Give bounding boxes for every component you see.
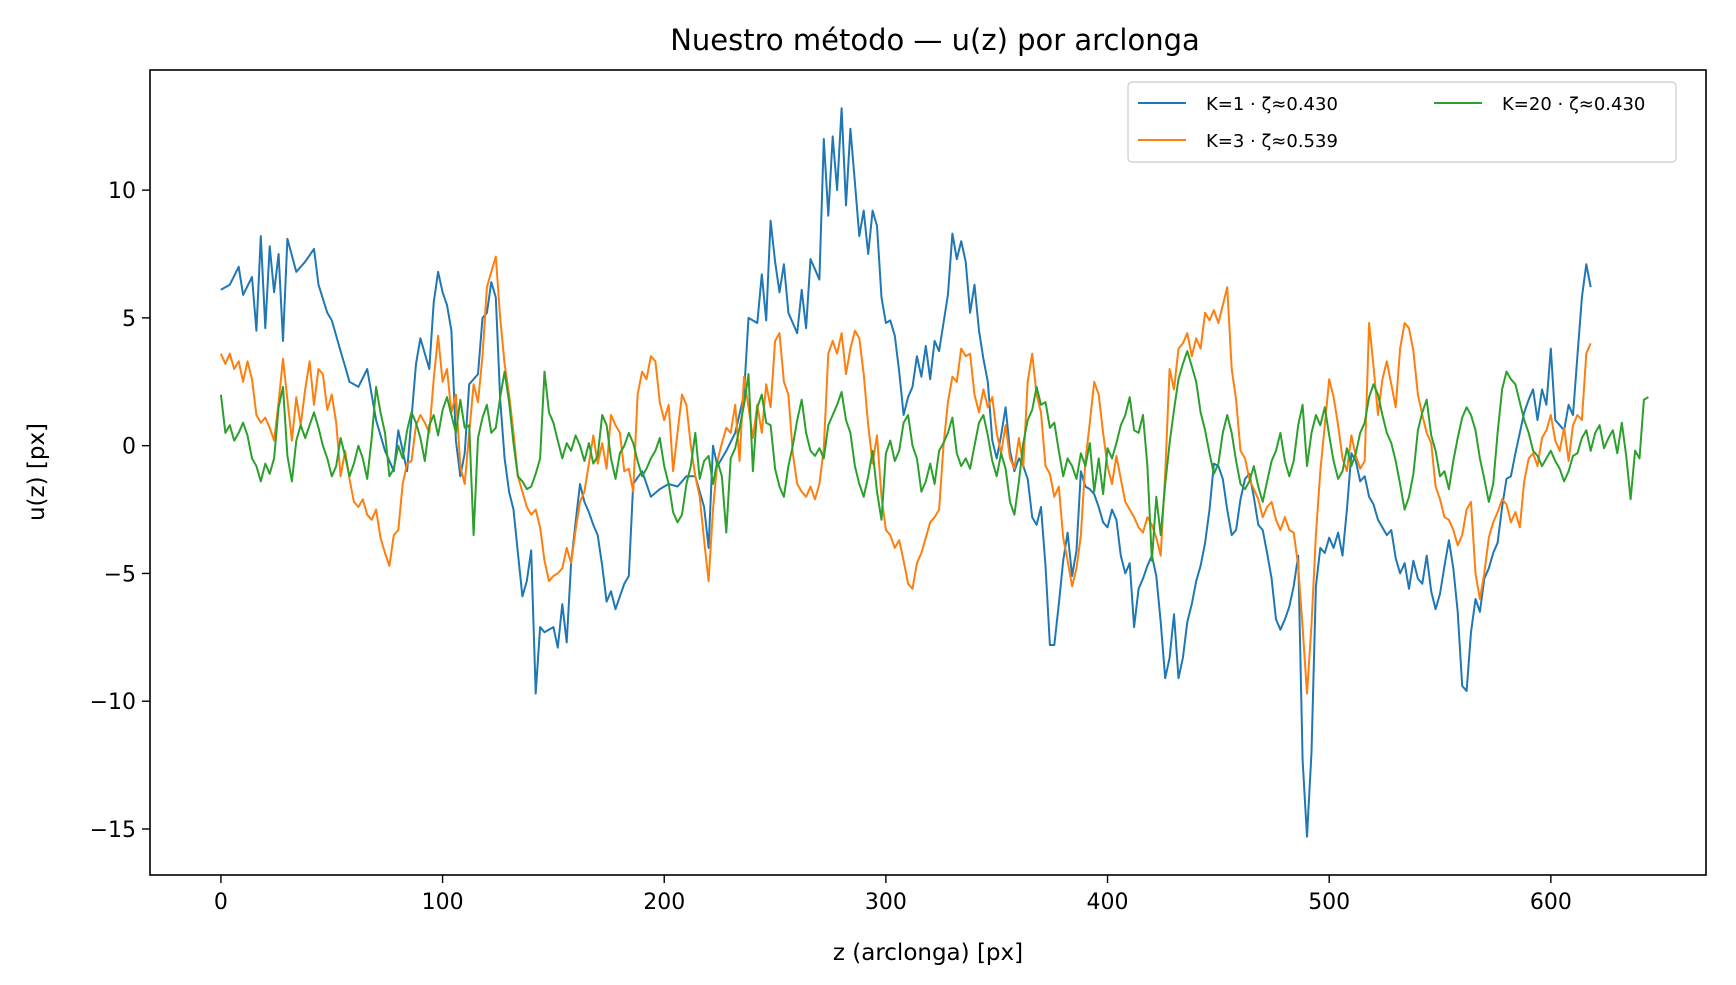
- legend-label-k3: K=3 · ζ≈0.539: [1206, 131, 1338, 152]
- x-tick-label: 600: [1530, 890, 1572, 915]
- y-tick-label: −5: [104, 562, 136, 587]
- x-tick-label: 400: [1087, 890, 1129, 915]
- y-tick-label: 0: [122, 435, 136, 460]
- y-tick-label: −10: [90, 690, 136, 715]
- x-axis-label: z (arclonga) [px]: [833, 940, 1023, 966]
- y-axis-label: u(z) [px]: [24, 423, 50, 521]
- x-tick-label: 300: [865, 890, 907, 915]
- plot-lines: [219, 107, 1649, 838]
- legend: K=1 · ζ≈0.430 K=3 · ζ≈0.539 K=20 · ζ≈0.4…: [1127, 81, 1677, 163]
- x-axis: 0 100 200 300 400 500 600: [214, 875, 1572, 915]
- x-tick-label: 0: [214, 890, 228, 915]
- series-line-k1: [220, 107, 1592, 838]
- legend-label-k1: K=1 · ζ≈0.430: [1206, 94, 1338, 115]
- legend-label-k20: K=20 · ζ≈0.430: [1502, 94, 1645, 115]
- y-tick-label: 10: [108, 179, 136, 204]
- x-tick-label: 500: [1308, 890, 1350, 915]
- series-line-k3: [219, 255, 1592, 695]
- plot-frame: [149, 69, 1707, 876]
- y-tick-label: −15: [90, 818, 136, 843]
- series-line-k20: [219, 350, 1649, 562]
- chart-title: Nuestro método — u(z) por arclonga: [670, 23, 1200, 57]
- x-tick-label: 200: [643, 890, 685, 915]
- x-tick-label: 100: [422, 890, 464, 915]
- legend-box: [1127, 81, 1677, 163]
- y-axis: −15 −10 −5 0 5 10: [90, 179, 150, 843]
- y-tick-label: 5: [122, 307, 136, 332]
